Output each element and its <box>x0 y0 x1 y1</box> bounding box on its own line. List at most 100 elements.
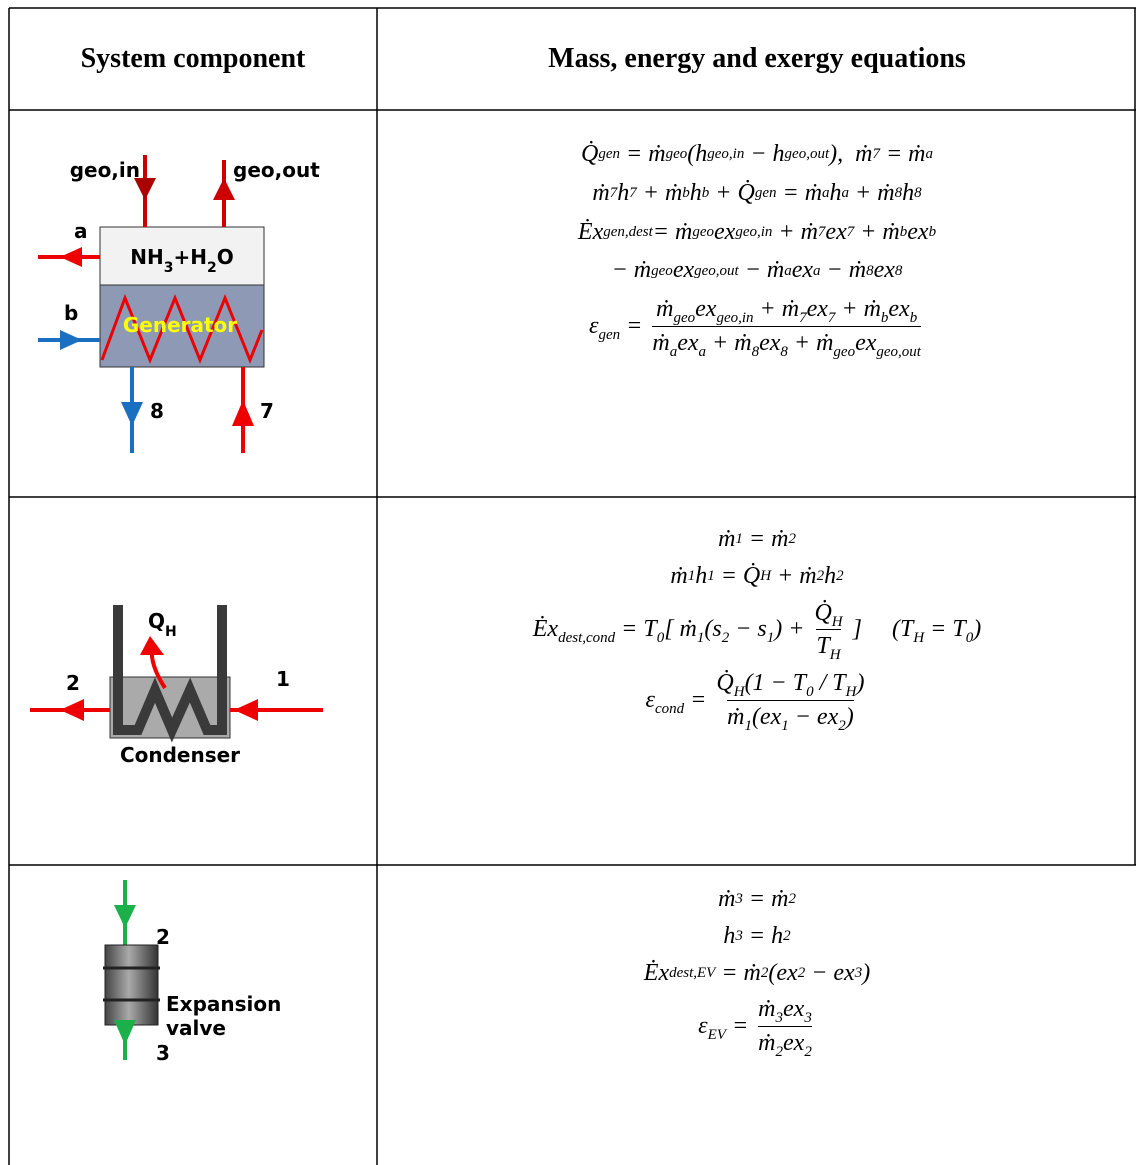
equation-text: Q̇ <box>716 670 733 696</box>
equation-text: = h <box>743 922 783 951</box>
equation-text: = <box>684 687 712 713</box>
label: Generator <box>123 313 237 337</box>
equation-text: ] (T <box>847 616 914 642</box>
equation-text: = ṁ <box>777 179 823 208</box>
generator-diagram: geo,in geo,out a b NH3+H2O Generator 8 7 <box>38 155 320 453</box>
equation-text: + ṁ <box>772 218 818 247</box>
equation-text: = ṁ <box>743 885 789 914</box>
equation-text: h <box>690 179 702 208</box>
equation-text: ṁ <box>727 704 744 730</box>
label: 2 <box>66 671 80 695</box>
equation-text: h <box>695 562 707 591</box>
subscript: H <box>913 630 924 646</box>
equation-text: ṁ <box>718 525 735 554</box>
equation: h3 = h2 <box>723 922 790 951</box>
numerator: ṁgeoexgeo,in + ṁ7ex7 + ṁbexb <box>656 295 917 326</box>
subscript: b <box>910 310 918 326</box>
numerator: Q̇H <box>814 599 842 630</box>
subscript: 3 <box>776 1010 784 1026</box>
text-run: +H <box>173 245 207 269</box>
equation-cell: ṁ1 = ṁ2ṁ1h1 = Q̇H + ṁ2h2Ėxdest,cond = T0… <box>378 525 1136 732</box>
equation-text: ex <box>677 330 698 356</box>
equation-text: ex <box>792 256 813 285</box>
equation-text: − h <box>744 140 784 169</box>
equation-text: = ṁ <box>743 525 789 554</box>
equation-text: − ex <box>789 704 839 730</box>
equation-text: [ ṁ <box>664 616 697 642</box>
subscript: 2 <box>838 718 846 734</box>
subscript: geo <box>673 310 695 326</box>
subscript: cond <box>655 701 684 717</box>
equation-text: ex <box>695 296 716 322</box>
equation-text: h <box>723 922 735 951</box>
text-run: Q <box>148 609 165 633</box>
label: QH <box>148 609 177 640</box>
subscript: 1 <box>781 718 789 734</box>
equation-text: ṁ <box>652 330 669 356</box>
equation-text: (s <box>704 616 721 642</box>
subscript: geo,out <box>876 344 921 360</box>
fraction: Q̇H(1 − T0 / TH)ṁ1(ex1 − ex2) <box>716 669 864 732</box>
label: geo,out <box>233 158 320 182</box>
equation-text: ṁ <box>758 996 775 1022</box>
label: b <box>64 301 78 325</box>
subscript: 3 <box>804 1010 812 1026</box>
subscript: 8 <box>780 344 788 360</box>
equation-text: = ṁ <box>653 218 693 247</box>
subscript: dest,cond <box>558 630 615 646</box>
equation-text: − ṁ <box>821 256 867 285</box>
equation: εcond = Q̇H(1 − T0 / TH)ṁ1(ex1 − ex2) <box>646 669 869 732</box>
equation-lhs: εgen = <box>589 312 648 341</box>
equation-text: ex <box>907 218 928 247</box>
equation-text: ṁ <box>656 296 673 322</box>
subscript: H <box>734 684 745 700</box>
equation-text: ex <box>807 296 828 322</box>
denominator: TH <box>816 629 840 661</box>
condenser-diagram: QH 2 1 Condenser <box>30 605 323 767</box>
subscript: geo <box>833 344 855 360</box>
equation-text: (ex <box>752 704 781 730</box>
label: 7 <box>260 399 274 423</box>
subscript: gen <box>599 327 621 343</box>
subscript: EV <box>708 1027 726 1043</box>
subscript: 8 <box>752 344 760 360</box>
equation-text: ex <box>783 996 804 1022</box>
equation-text: h <box>830 179 842 208</box>
equation-text: Q̇ <box>581 140 598 169</box>
subscript: H <box>830 647 841 663</box>
equation-text: + ṁ <box>637 179 683 208</box>
subscript: geo,in <box>716 310 753 326</box>
denominator: ṁ1(ex1 − ex2) <box>727 700 854 732</box>
equation-text: h <box>902 179 914 208</box>
label: 3 <box>156 1041 170 1065</box>
equation-text: = ṁ <box>715 959 761 988</box>
header-cell: Mass, energy and exergy equations <box>378 8 1136 110</box>
equation-text: ) <box>862 959 870 988</box>
equation-text: Ėx <box>578 218 603 247</box>
fraction: ṁ3ex3ṁ2ex2 <box>758 995 812 1058</box>
equation-text: / T <box>814 670 846 696</box>
equation: Q̇gen = ṁgeo(hgeo,in − hgeo,out), ṁ7 = ṁ… <box>581 140 933 169</box>
equation-text: + ṁ <box>788 330 834 356</box>
equation-text: ε <box>698 1013 707 1039</box>
equation-text: − ṁ <box>739 256 785 285</box>
equation-text: ex <box>874 256 895 285</box>
equation-text: ṁ <box>592 179 609 208</box>
equation: Ėxgen,dest= ṁgeoexgeo,in + ṁ7ex7 + ṁbexb <box>578 218 936 247</box>
subscript: a <box>699 344 707 360</box>
equation-text: ε <box>589 313 598 339</box>
numerator: ṁ3ex3 <box>758 995 812 1026</box>
equation-text: = <box>726 1013 754 1039</box>
label: valve <box>166 1016 226 1040</box>
equation-text: − ṁ <box>612 256 652 285</box>
text-run: 3 <box>164 260 174 276</box>
label: Condenser <box>120 743 240 767</box>
equation-lhs: εEV = <box>698 1012 754 1041</box>
equation-text: h <box>617 179 629 208</box>
